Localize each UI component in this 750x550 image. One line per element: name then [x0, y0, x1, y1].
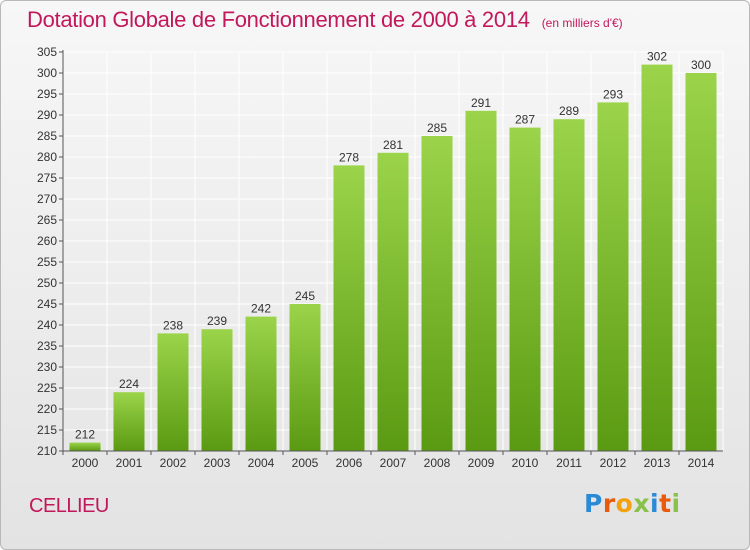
y-tick-label: 280	[37, 150, 57, 164]
x-tick-label: 2001	[116, 456, 143, 470]
y-tick-label: 240	[37, 318, 57, 332]
proxiti-logo[interactable]: Proxiti	[584, 489, 681, 518]
bar	[69, 442, 101, 451]
y-tick-label: 265	[37, 213, 57, 227]
y-tick-label: 220	[37, 402, 57, 416]
y-tick-label: 215	[37, 423, 57, 437]
logo-letter: P	[584, 489, 603, 518]
bar	[201, 329, 233, 451]
y-tick-label: 285	[37, 129, 57, 143]
logo-letter: i	[671, 489, 681, 518]
bar	[509, 127, 541, 451]
x-tick-label: 2012	[600, 456, 627, 470]
y-tick-label: 210	[37, 444, 57, 458]
bar-value-label: 224	[119, 377, 139, 391]
bar-value-label: 291	[471, 96, 491, 110]
bar	[377, 152, 409, 452]
y-tick-label: 235	[37, 339, 57, 353]
chart-title: Dotation Globale de Fonctionnement de 20…	[27, 7, 530, 32]
bar	[421, 136, 453, 451]
y-tick-label: 225	[37, 381, 57, 395]
bar-value-label: 245	[295, 289, 315, 303]
bar-value-label: 302	[647, 50, 667, 64]
bar-value-label: 239	[207, 314, 227, 328]
y-tick-label: 260	[37, 234, 57, 248]
bars	[69, 64, 717, 452]
x-tick-label: 2006	[336, 456, 363, 470]
y-tick-label: 250	[37, 276, 57, 290]
bar-value-label: 285	[427, 121, 447, 135]
bar	[597, 102, 629, 452]
logo-letter: r	[602, 489, 616, 518]
y-tick-label: 290	[37, 108, 57, 122]
bar-value-label: 212	[75, 428, 95, 442]
chart-unit: (en milliers d'€)	[541, 16, 623, 30]
y-tick-label: 300	[37, 66, 57, 80]
bar	[553, 119, 585, 451]
logo-letter: t	[659, 489, 672, 518]
x-tick-label: 2013	[644, 456, 671, 470]
bar	[157, 333, 189, 451]
y-tick-label: 245	[37, 297, 57, 311]
bar	[465, 110, 497, 452]
x-tick-label: 2008	[424, 456, 451, 470]
y-tick-label: 295	[37, 87, 57, 101]
x-tick-label: 2004	[248, 456, 275, 470]
x-tick-label: 2007	[380, 456, 407, 470]
x-tick-label: 2003	[204, 456, 231, 470]
x-tick-label: 2002	[160, 456, 187, 470]
chart-title-row: Dotation Globale de Fonctionnement de 20…	[27, 7, 623, 33]
x-tick-label: 2010	[512, 456, 539, 470]
logo-letter: i	[650, 489, 660, 518]
bar	[333, 165, 365, 451]
bar-value-label: 242	[251, 302, 271, 316]
y-tick-label: 305	[37, 45, 57, 59]
bar	[289, 304, 321, 451]
bar-value-label: 300	[691, 58, 711, 72]
commune-name: CELLIEU	[29, 495, 109, 517]
y-tick-label: 270	[37, 192, 57, 206]
y-tick-label: 275	[37, 171, 57, 185]
y-tick-label: 230	[37, 360, 57, 374]
bar	[113, 392, 145, 451]
x-tick-label: 2000	[72, 456, 99, 470]
bar-value-label: 278	[339, 150, 359, 164]
y-tick-label: 255	[37, 255, 57, 269]
x-tick-label: 2011	[556, 456, 582, 470]
x-tick-label: 2009	[468, 456, 495, 470]
bar-value-label: 238	[163, 318, 183, 332]
bar-value-label: 281	[383, 138, 403, 152]
bar-value-label: 287	[515, 113, 535, 127]
labels: 210 215 220 225 230 235 240 245 250 255 260 265 270 2…	[37, 45, 715, 470]
logo-letter: x	[633, 489, 650, 518]
axes	[59, 50, 723, 455]
bar	[245, 316, 277, 451]
bar	[641, 64, 673, 451]
x-tick-label: 2014	[688, 456, 715, 470]
bar	[685, 73, 717, 451]
bar-value-label: 289	[559, 104, 579, 118]
bar-value-label: 293	[603, 87, 623, 101]
x-tick-label: 2005	[292, 456, 319, 470]
logo-letter: o	[615, 489, 634, 518]
